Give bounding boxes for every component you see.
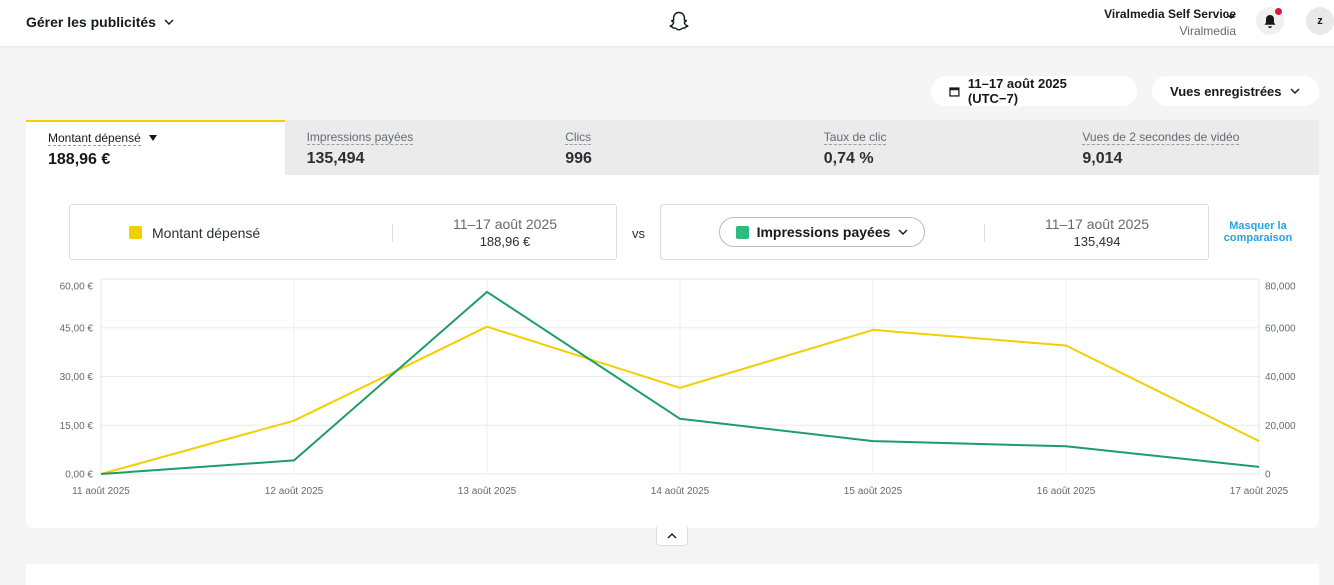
series-line xyxy=(100,290,1260,475)
y-tick-left: 60,00 € xyxy=(60,282,94,293)
date-range-picker[interactable]: 11–17 août 2025 (UTC−7) xyxy=(931,76,1137,106)
y-tick-left: 0,00 € xyxy=(65,470,93,481)
y-tick-right: 80,000 xyxy=(1265,282,1296,293)
y-tick-left: 15,00 € xyxy=(60,421,94,432)
vs-label: vs xyxy=(632,226,645,241)
manage-ads-label: Gérer les publicités xyxy=(26,14,156,30)
series-line xyxy=(100,325,1260,475)
tab-label: Montant dépensé xyxy=(48,131,141,146)
line-chart: 0,00 € 0 15,00 € 20,000 30,00 € 40,000 45,00 €… xyxy=(60,278,1296,497)
y-tick-left: 45,00 € xyxy=(60,323,94,334)
caret-down-icon[interactable] xyxy=(148,134,157,141)
x-tick: 17 août 2025 xyxy=(1230,486,1289,497)
compare-left-range: 11–17 août 2025 xyxy=(452,216,558,232)
metrics-card: Montant dépensé 188,96 € Impressions pay… xyxy=(26,120,1319,528)
divider xyxy=(984,224,985,242)
tab-value: 188,96 € xyxy=(48,151,111,168)
notifications-button[interactable] xyxy=(1256,7,1284,35)
date-range-label: 11–17 août 2025 (UTC−7) xyxy=(967,76,1067,106)
tab-label: Taux de clic xyxy=(823,130,887,145)
x-tick: 15 août 2025 xyxy=(844,486,903,497)
account-name: Viralmedia Self Service xyxy=(1104,7,1236,21)
compare-right-range: 11–17 août 2025 xyxy=(1044,216,1150,232)
compare-left-box: Montant dépensé 11–17 août 2025 188,96 € xyxy=(69,204,617,260)
account-switcher[interactable]: Viralmedia Self Service Viralmedia xyxy=(1104,7,1236,38)
tab-amount-spent[interactable]: Montant dépensé 188,96 € xyxy=(26,120,285,175)
top-bar: Gérer les publicités Viralmedia Self Ser… xyxy=(0,0,1334,46)
compare-left-value: 188,96 € xyxy=(479,234,531,249)
y-tick-left: 30,00 € xyxy=(60,372,94,383)
hide-comparison-link[interactable]: Masquer la comparaison xyxy=(1223,220,1293,244)
chevron-down-icon xyxy=(1290,88,1300,94)
compare-right-value: 135,494 xyxy=(1073,234,1121,249)
notification-dot xyxy=(1275,8,1282,15)
tab-label: Impressions payées xyxy=(306,130,414,145)
saved-views-dropdown[interactable]: Vues enregistrées xyxy=(1152,76,1319,106)
y-tick-right: 20,000 xyxy=(1265,421,1296,432)
y-tick-right: 60,000 xyxy=(1265,323,1296,334)
legend-swatch-yellow xyxy=(129,226,142,239)
bell-icon xyxy=(1264,14,1276,28)
x-tick: 14 août 2025 xyxy=(651,486,710,497)
tab-label: Clics xyxy=(565,130,592,145)
tab-value: 0,74 % xyxy=(823,150,874,167)
tab-click-rate[interactable]: Taux de clic 0,74 % xyxy=(801,120,1061,175)
compare-right-metric: Impressions payées xyxy=(756,224,891,240)
x-tick: 16 août 2025 xyxy=(1037,486,1096,497)
saved-views-label: Vues enregistrées xyxy=(1170,83,1282,99)
manage-ads-menu[interactable]: Gérer les publicités xyxy=(26,14,174,30)
legend-swatch-green xyxy=(735,225,749,239)
metric-tabs: Montant dépensé 188,96 € Impressions pay… xyxy=(26,120,1319,175)
snapchat-ghost-icon[interactable] xyxy=(667,10,691,34)
tab-value: 9,014 xyxy=(1082,150,1123,167)
tab-video-views[interactable]: Vues de 2 secondes de vidéo 9,014 xyxy=(1060,120,1319,175)
chevron-up-icon xyxy=(667,533,677,539)
tab-label: Vues de 2 secondes de vidéo xyxy=(1082,130,1240,145)
tab-value: 135,494 xyxy=(306,150,365,167)
chevron-down-icon xyxy=(898,229,908,235)
compare-right-box: Impressions payées 11–17 août 2025 135,4… xyxy=(660,204,1209,260)
tab-clicks[interactable]: Clics 996 xyxy=(543,120,802,175)
tab-paid-impressions[interactable]: Impressions payées 135,494 xyxy=(284,120,544,175)
compare-metric-dropdown[interactable]: Impressions payées xyxy=(719,217,925,247)
divider xyxy=(392,224,393,242)
chevron-down-icon[interactable] xyxy=(1226,13,1236,19)
avatar[interactable]: z xyxy=(1306,7,1334,35)
compare-left-metric: Montant dépensé xyxy=(152,225,261,241)
calendar-icon xyxy=(949,86,960,97)
collapse-chart-button[interactable] xyxy=(656,527,688,546)
table-header-strip xyxy=(26,564,1319,585)
x-tick: 11 août 2025 xyxy=(72,486,130,497)
chevron-down-icon xyxy=(164,19,174,25)
tab-value: 996 xyxy=(565,150,592,167)
y-tick-right: 0 xyxy=(1265,470,1271,481)
account-org: Viralmedia xyxy=(1179,24,1236,38)
x-tick: 12 août 2025 xyxy=(265,486,324,497)
x-tick: 13 août 2025 xyxy=(458,486,517,497)
y-tick-right: 40,000 xyxy=(1265,372,1296,383)
